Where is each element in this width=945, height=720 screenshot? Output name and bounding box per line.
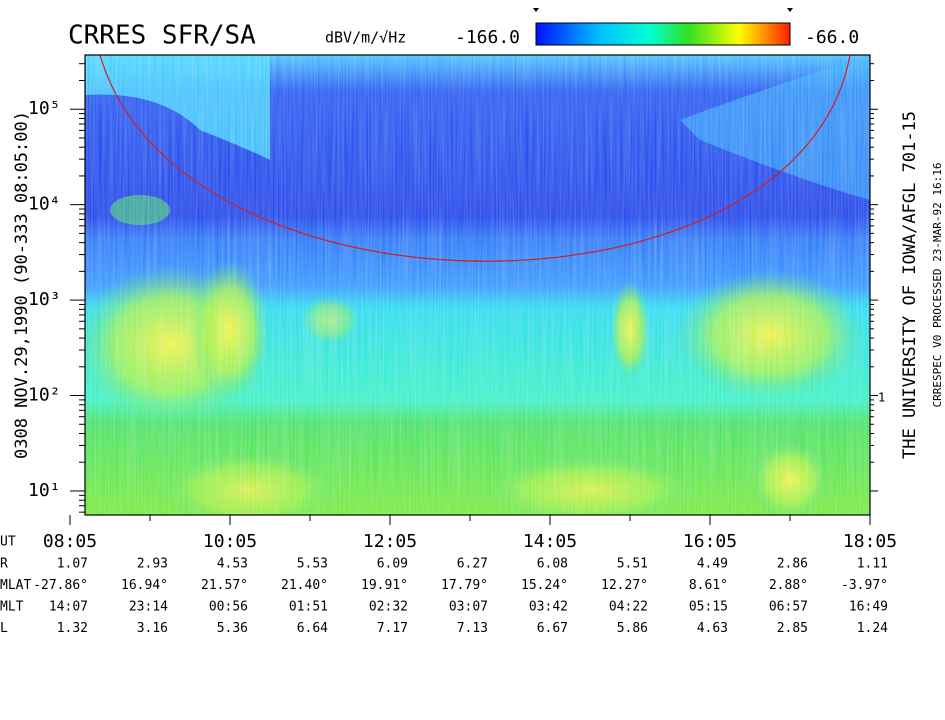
ephemeris-row-label: R [0,557,8,572]
processing-note: CRRESPEC V0 PROCESSED 23-MAR-92 16:16 [931,162,944,407]
ephemeris-value: 5.51 [617,557,648,572]
ephemeris-value: 6.27 [457,557,488,572]
colorbar-min: -166.0 [455,27,520,48]
ephemeris-value: 4.49 [697,557,728,572]
ephemeris-value: 8.61° [689,578,728,593]
ephemeris-value: 2.93 [137,557,168,572]
ephemeris-value: 04:22 [609,600,648,615]
ephemeris-value: -27.86° [33,578,88,593]
ephemeris-row-label: MLT [0,600,24,615]
ephemeris-value: 05:15 [689,600,728,615]
ephemeris-value: 21.40° [281,578,328,593]
ephemeris-value: 00:56 [209,600,248,615]
ephemeris-value: 5.86 [617,621,648,636]
x-tick-label: 18:05 [843,531,897,552]
colorbar-max: -66.0 [805,27,859,48]
ephemeris-value: 2.88° [769,578,808,593]
y-tick-label: 10¹ [28,480,61,501]
y-tick-label: 10³ [28,289,61,310]
ephemeris-value: 06:57 [769,600,808,615]
ephemeris-value: 12.27° [601,578,648,593]
ephemeris-value: 4.53 [217,557,248,572]
ephemeris-value: 01:51 [289,600,328,615]
ephemeris-value: 23:14 [129,600,168,615]
ephemeris-value: 17.79° [441,578,488,593]
ephemeris-value: 2.86 [777,557,808,572]
ephemeris-value: 03:07 [449,600,488,615]
ephemeris-value: -3.97° [841,578,888,593]
ephemeris-value: 14:07 [49,600,88,615]
chart-title: CRRES SFR/SA [68,21,256,51]
x-tick-label: 12:05 [363,531,417,552]
ephemeris-value: 1.32 [57,621,88,636]
x-tick-label: 10:05 [203,531,257,552]
ephemeris-row-label: L [0,621,8,636]
colorbar [535,22,791,46]
x-tick-label: 08:05 [43,531,97,552]
ephemeris-value: 16.94° [121,578,168,593]
ephemeris-value: 2.85 [777,621,808,636]
ephemeris-value: 6.08 [537,557,568,572]
ephemeris-value: 15.24° [521,578,568,593]
ephemeris-row-label: MLAT [0,578,31,593]
ephemeris-value: 6.64 [297,621,328,636]
ephemeris-value: 03:42 [529,600,568,615]
ephemeris-value: 21.57° [201,578,248,593]
x-tick-label: 16:05 [683,531,737,552]
x-axis-label: UT [0,535,16,550]
ephemeris-value: 3.16 [137,621,168,636]
ephemeris-value: 6.09 [377,557,408,572]
ephemeris-value: 1.07 [57,557,88,572]
ephemeris-value: 16:49 [849,600,888,615]
y-tick-label: 10² [28,385,61,406]
ephemeris-value: 1.11 [857,557,888,572]
ephemeris-value: 7.17 [377,621,408,636]
ephemeris-value: 7.13 [457,621,488,636]
credit: THE UNIVERSITY OF IOWA/AFGL 701-15 [900,111,920,459]
ephemeris-value: 19.91° [361,578,408,593]
ephemeris-value: 5.36 [217,621,248,636]
spectrogram-image [85,55,870,515]
ephemeris-value: 6.67 [537,621,568,636]
colorbar-label: dBV/m/√Hz [325,29,406,47]
x-tick-label: 14:05 [523,531,577,552]
y-axis-label: 0308 NOV.29,1990 (90-333 08:05:00) [12,111,32,459]
colorbar-markers [533,8,793,12]
ephemeris-value: 5.53 [297,557,328,572]
ephemeris-value: 4.63 [697,621,728,636]
y-tick-label: 10⁵ [28,98,61,119]
right-axis-label: 1 [878,391,885,405]
ephemeris-value: 02:32 [369,600,408,615]
y-tick-label: 10⁴ [28,194,61,215]
ephemeris-value: 1.24 [857,621,888,636]
